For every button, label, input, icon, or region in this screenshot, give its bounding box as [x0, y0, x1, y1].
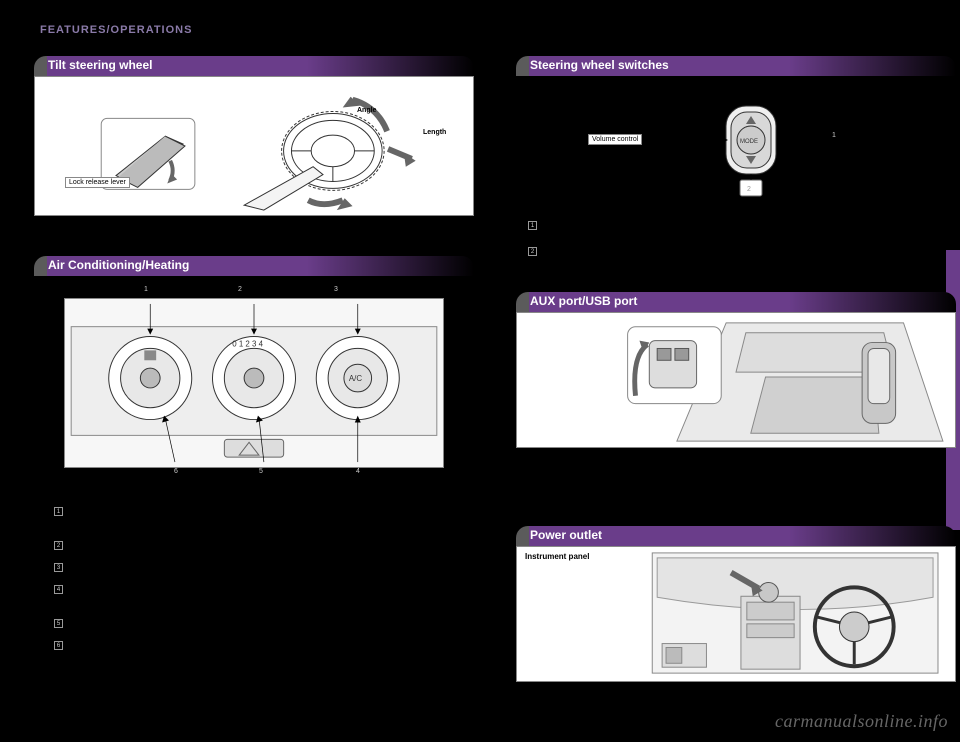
- ac-list-1: 1: [54, 507, 63, 516]
- label-lock-lever: Lock release lever: [65, 177, 130, 188]
- label-length: Length: [423, 129, 446, 136]
- svg-text:2: 2: [747, 186, 751, 193]
- label-instrument-panel: Instrument panel: [525, 552, 589, 561]
- sw-marker-1: 1: [832, 132, 836, 139]
- label-angle: Angle: [357, 107, 376, 114]
- ac-top-num-1: 1: [144, 286, 148, 293]
- sw-list-1: 1: [528, 221, 537, 230]
- ac-list-4: 4: [54, 585, 63, 594]
- figure-ac-panel: 0 1 2 3 4 A/C: [64, 298, 444, 468]
- ac-list-2: 2: [54, 541, 63, 550]
- label-volume: Volume control: [588, 134, 642, 145]
- figure-aux-port: [516, 312, 956, 448]
- ac-top-num-3: 3: [334, 286, 338, 293]
- section-title-aux: AUX port/USB port: [516, 292, 956, 312]
- watermark: carmanualsonline.info: [775, 711, 948, 732]
- ac-list-5: 5: [54, 619, 63, 628]
- section-title-ac: Air Conditioning/Heating: [34, 256, 474, 276]
- figure-power-outlet: Instrument panel: [516, 546, 956, 682]
- svg-text:A/C: A/C: [349, 374, 362, 383]
- svg-text:MODE: MODE: [740, 139, 758, 145]
- ac-bot-num-5: 5: [259, 468, 263, 475]
- page-header: FEATURES/OPERATIONS: [40, 24, 192, 36]
- ac-bot-num-6: 6: [174, 468, 178, 475]
- ac-top-num-2: 2: [238, 286, 242, 293]
- ac-list-6: 6: [54, 641, 63, 650]
- ac-bot-num-4: 4: [356, 468, 360, 475]
- svg-text:0 1 2 3 4: 0 1 2 3 4: [232, 339, 263, 348]
- ac-list-3: 3: [54, 563, 63, 572]
- section-title-power: Power outlet: [516, 526, 956, 546]
- section-title-tilt: Tilt steering wheel: [34, 56, 474, 76]
- section-title-sw: Steering wheel switches: [516, 56, 956, 76]
- figure-tilt-steering: Angle Length Lock release lever: [34, 76, 474, 216]
- sw-list-2: 2: [528, 247, 537, 256]
